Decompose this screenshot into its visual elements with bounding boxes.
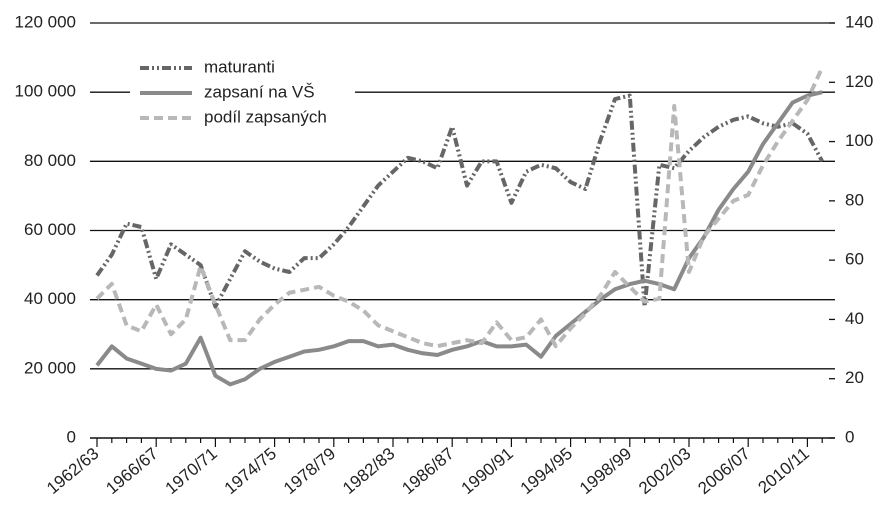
y-tick-label: 60 000 bbox=[24, 220, 76, 239]
y2-tick-label: 100 bbox=[845, 131, 873, 150]
x-tick-label: 1974/75 bbox=[221, 444, 280, 498]
x-tick-label: 1986/87 bbox=[398, 444, 457, 498]
y2-tick-label: 20 bbox=[845, 368, 864, 387]
y-tick-label: 40 000 bbox=[24, 289, 76, 308]
y2-tick-label: 60 bbox=[845, 250, 864, 269]
y-tick-label: 120 000 bbox=[15, 12, 76, 31]
legend-label: podíl zapsaných bbox=[204, 107, 327, 126]
y-tick-label: 100 000 bbox=[15, 82, 76, 101]
x-tick-label: 1970/71 bbox=[162, 444, 221, 498]
y-tick-label: 80 000 bbox=[24, 151, 76, 170]
series-line bbox=[95, 93, 824, 309]
x-tick-label: 1982/83 bbox=[339, 444, 398, 498]
x-tick-label: 2006/07 bbox=[694, 444, 753, 498]
x-tick-label: 2002/03 bbox=[635, 444, 694, 498]
x-tick-label: 1978/79 bbox=[280, 444, 339, 498]
y-tick-label: 20 000 bbox=[24, 358, 76, 377]
y2-tick-label: 140 bbox=[845, 12, 873, 31]
x-tick-label: 1966/67 bbox=[102, 444, 161, 498]
y2-tick-label: 80 bbox=[845, 190, 864, 209]
y2-tick-label: 0 bbox=[845, 427, 854, 446]
y2-tick-label: 120 bbox=[845, 72, 873, 91]
x-tick-label: 2010/11 bbox=[755, 444, 813, 497]
y2-tick-label: 40 bbox=[845, 309, 864, 328]
series-line bbox=[95, 66, 825, 349]
x-tick-label: 1994/95 bbox=[517, 444, 576, 498]
x-tick-label: 1990/91 bbox=[458, 444, 517, 498]
y-tick-label: 0 bbox=[67, 427, 76, 446]
legend-label: maturanti bbox=[204, 57, 275, 76]
legend-box bbox=[130, 46, 355, 128]
legend-label: zapsaní na VŠ bbox=[204, 82, 315, 101]
x-tick-label: 1962/63 bbox=[43, 444, 102, 498]
x-tick-label: 1998/99 bbox=[576, 444, 635, 498]
